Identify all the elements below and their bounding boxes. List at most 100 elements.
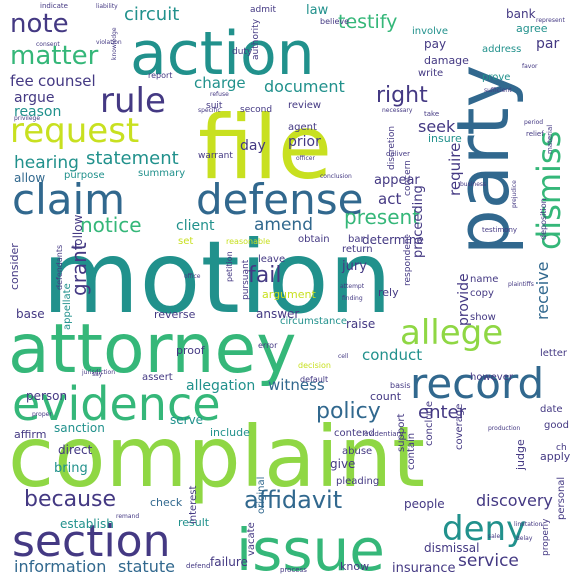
word-fail: fail — [248, 263, 281, 288]
word-proper: proper — [32, 411, 52, 418]
word-prejudice: prejudice — [511, 180, 518, 208]
word-summary: summary — [138, 168, 185, 179]
word-privilege: privilege — [14, 115, 40, 122]
word-material: material — [546, 125, 554, 154]
word-purpose: purpose — [64, 170, 105, 181]
word-return: return — [342, 244, 373, 255]
word-production: production — [488, 425, 520, 432]
word-obtain: obtain — [298, 234, 330, 245]
word-pay: pay — [424, 37, 446, 51]
word-testimony: testimony — [482, 226, 517, 234]
word-person: person — [26, 389, 67, 403]
word-hearing: hearing — [14, 153, 79, 173]
word-provide: provide — [456, 273, 472, 326]
word-issue: issue — [236, 516, 385, 576]
word-reasonable: reasonable — [226, 237, 270, 246]
word-second: second — [240, 105, 272, 115]
word-seek: seek — [418, 117, 456, 136]
word-direct: direct — [58, 443, 93, 457]
word-copy: copy — [470, 288, 494, 299]
word-cell: cell — [338, 353, 349, 360]
word-par: par — [536, 36, 559, 52]
word-damage: damage — [424, 54, 469, 67]
word-answer: answer — [256, 307, 299, 321]
word-people: people — [404, 497, 445, 511]
word-require: require — [446, 143, 464, 196]
word-bar: bar — [348, 234, 365, 245]
word-circuit: circuit — [124, 4, 179, 25]
word-basis: basis — [390, 381, 411, 390]
word-plaintiffs: plaintiffs — [508, 281, 534, 288]
word-deposition: deposition — [539, 198, 548, 240]
word-defendants: defendants — [55, 245, 64, 290]
word-result: result — [178, 516, 210, 529]
word-apply: apply — [540, 450, 571, 463]
word-take: take — [424, 110, 439, 118]
word-address: address — [482, 44, 521, 55]
word-ch: ch — [556, 443, 567, 453]
word-date: date — [540, 404, 563, 415]
word-insurance: insurance — [392, 561, 456, 576]
word-decision: decision — [298, 361, 331, 370]
word-concern: concern — [403, 160, 413, 196]
word-know: know — [340, 560, 369, 573]
word-violation: violation — [96, 39, 122, 46]
word-properly: properly — [541, 518, 551, 556]
word-duty: duty — [232, 47, 253, 57]
word-abuse: abuse — [342, 446, 372, 457]
word-notice: notice — [80, 213, 142, 237]
word-complaint: complaint — [8, 408, 425, 506]
word-deny: deny — [442, 509, 526, 549]
word-testify: testify — [338, 11, 397, 33]
word-agree: agree — [516, 22, 548, 35]
word-attempt: attempt — [340, 283, 365, 290]
word-check: check — [150, 496, 183, 509]
word-remand: remand — [116, 513, 139, 520]
word-raise: raise — [346, 317, 375, 331]
word-fee: fee — [10, 72, 34, 90]
word-process: process — [280, 566, 307, 574]
word-right: right — [376, 83, 428, 108]
word-office: office — [184, 273, 201, 280]
word-contend: contend — [334, 428, 375, 439]
word-dismissal: dismissal — [424, 541, 479, 555]
word-appellate: appellate — [62, 283, 73, 330]
word-party: party — [441, 65, 525, 255]
word-reason: reason — [14, 104, 61, 120]
word-jurisdiction: jurisdiction — [81, 369, 115, 376]
word-petition: petition — [225, 251, 234, 282]
word-affirm: affirm — [14, 428, 46, 441]
word-day: day — [240, 138, 266, 154]
word-specific: specific — [198, 107, 221, 114]
word-client: client — [176, 218, 215, 234]
word-conclusion: conclusion — [320, 173, 352, 180]
word-original: original — [256, 477, 267, 514]
word-prove: prove — [482, 72, 510, 83]
word-defense: defense — [196, 175, 363, 224]
word-report: report — [148, 71, 172, 80]
word-bring: bring — [54, 461, 88, 476]
word-jury: jury — [341, 259, 367, 274]
word-respondent: respondent — [403, 234, 413, 286]
word-statement: statement — [86, 148, 179, 169]
word-liability: liability — [96, 3, 118, 10]
word-witness: witness — [268, 376, 325, 394]
word-determine: determine — [362, 233, 424, 247]
word-follow: follow — [71, 214, 85, 250]
word-involve: involve — [412, 26, 448, 37]
word-serve: serve — [170, 413, 203, 427]
word-personal: personal — [556, 477, 567, 520]
word-rely: rely — [378, 286, 399, 299]
word-proceeding: proceeding — [411, 185, 426, 258]
word-motion: motion — [42, 219, 392, 336]
word-statute: statute — [118, 557, 175, 576]
word-discovery: discovery — [476, 491, 553, 510]
word-sufficient: sufficient — [484, 87, 512, 94]
word-agent: agent — [288, 122, 317, 133]
word-good: good — [544, 420, 569, 431]
word-claim: claim — [12, 175, 125, 224]
word-rule: rule — [100, 81, 166, 121]
word-deliver: deliver — [386, 150, 410, 158]
word-finding: finding — [342, 295, 363, 302]
word-pursuant: pursuant — [241, 259, 251, 300]
